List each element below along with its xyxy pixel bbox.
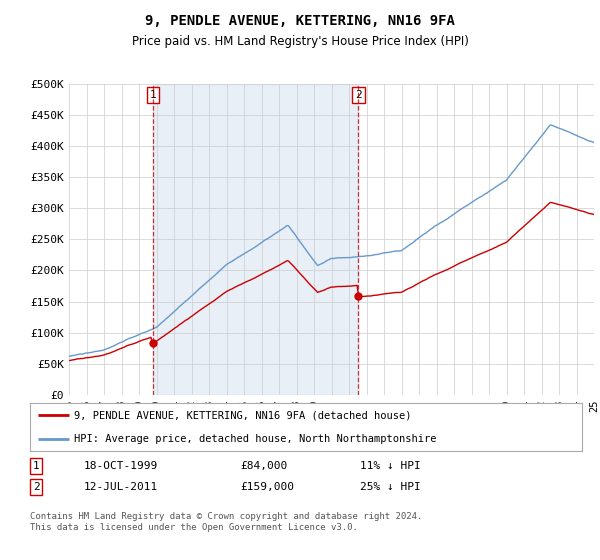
Text: 9, PENDLE AVENUE, KETTERING, NN16 9FA: 9, PENDLE AVENUE, KETTERING, NN16 9FA [145, 14, 455, 28]
Text: 1: 1 [149, 90, 156, 100]
Text: £159,000: £159,000 [240, 482, 294, 492]
Text: 1: 1 [32, 461, 40, 471]
Text: Price paid vs. HM Land Registry's House Price Index (HPI): Price paid vs. HM Land Registry's House … [131, 35, 469, 48]
Text: 12-JUL-2011: 12-JUL-2011 [84, 482, 158, 492]
Text: 11% ↓ HPI: 11% ↓ HPI [360, 461, 421, 471]
Text: 2: 2 [355, 90, 362, 100]
Text: 2: 2 [32, 482, 40, 492]
Text: 25% ↓ HPI: 25% ↓ HPI [360, 482, 421, 492]
Text: 18-OCT-1999: 18-OCT-1999 [84, 461, 158, 471]
Text: £84,000: £84,000 [240, 461, 287, 471]
Text: HPI: Average price, detached house, North Northamptonshire: HPI: Average price, detached house, Nort… [74, 434, 437, 444]
Text: Contains HM Land Registry data © Crown copyright and database right 2024.
This d: Contains HM Land Registry data © Crown c… [30, 512, 422, 532]
Text: 9, PENDLE AVENUE, KETTERING, NN16 9FA (detached house): 9, PENDLE AVENUE, KETTERING, NN16 9FA (d… [74, 410, 412, 420]
Bar [153, 84, 358, 395]
